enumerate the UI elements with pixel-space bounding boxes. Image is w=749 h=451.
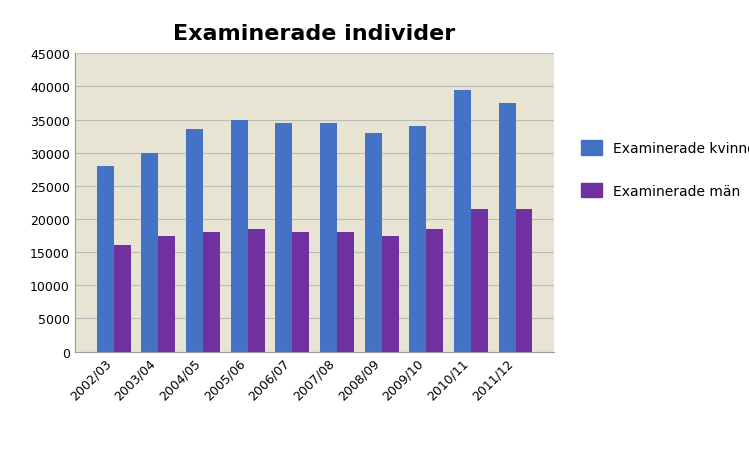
Bar xyxy=(454,91,471,352)
Bar xyxy=(203,233,220,352)
Bar xyxy=(248,230,264,352)
Bar xyxy=(409,127,426,352)
Bar xyxy=(320,124,337,352)
Legend: Examinerade kvinnor, Examinerade män: Examinerade kvinnor, Examinerade män xyxy=(575,135,749,204)
Bar xyxy=(186,130,203,352)
Bar xyxy=(114,246,130,352)
Bar xyxy=(158,236,175,352)
Bar xyxy=(292,233,309,352)
Bar xyxy=(337,233,354,352)
Bar xyxy=(142,153,158,352)
Bar xyxy=(471,210,488,352)
Bar xyxy=(276,124,292,352)
Bar xyxy=(499,104,515,352)
Bar xyxy=(231,120,248,352)
Bar xyxy=(97,166,114,352)
Bar xyxy=(426,230,443,352)
Bar xyxy=(515,210,533,352)
Bar xyxy=(365,133,381,352)
Bar xyxy=(381,236,398,352)
Title: Examinerade individer: Examinerade individer xyxy=(174,24,455,44)
